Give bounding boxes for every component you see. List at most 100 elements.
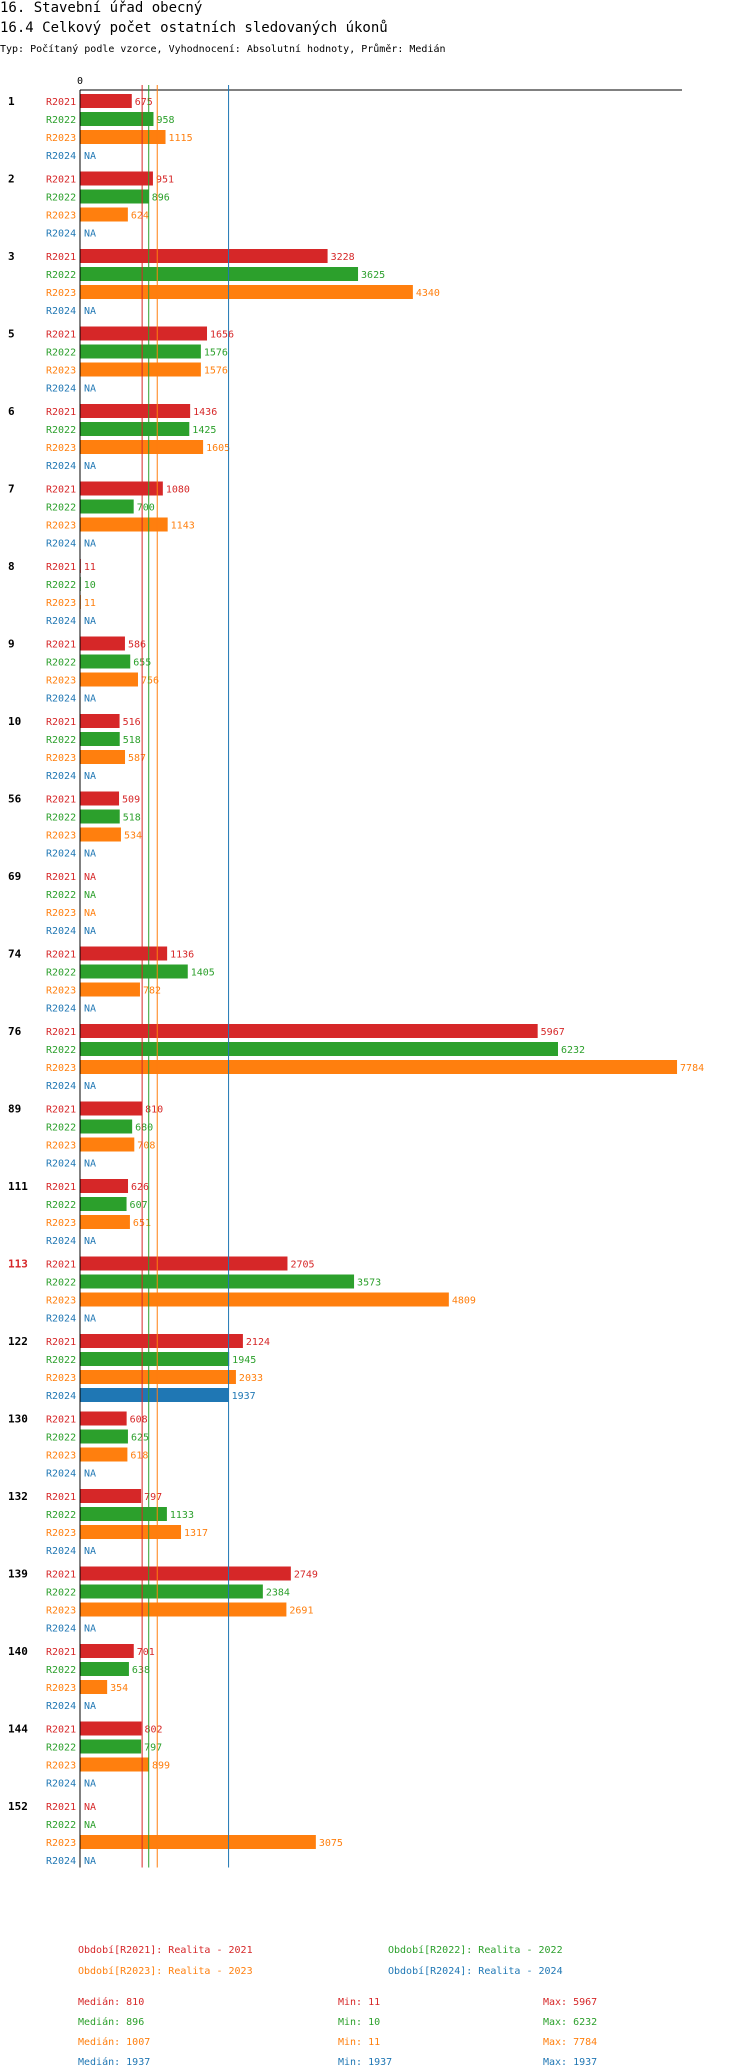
category-label-56: 56 xyxy=(8,793,22,806)
category-label-8: 8 xyxy=(8,560,15,573)
value-label-3-r2022: 3625 xyxy=(361,270,385,281)
bar-1-r2021 xyxy=(80,94,132,108)
series-label-122-r2023: R2023 xyxy=(46,1373,76,1384)
bar-76-r2023 xyxy=(80,1060,678,1074)
chart-meta: Typ: Počítaný podle vzorce, Vyhodnocení:… xyxy=(0,44,446,55)
value-label-130-r2023: 618 xyxy=(130,1451,148,1462)
value-label-56-r2021: 509 xyxy=(122,795,140,806)
series-label-139-r2024: R2024 xyxy=(46,1624,76,1635)
bar-2-r2022 xyxy=(80,189,149,204)
bar-132-r2021 xyxy=(80,1489,142,1503)
category-label-69: 69 xyxy=(8,870,21,883)
series-label-69-r2023: R2023 xyxy=(46,908,76,919)
value-label-8-r2022: 10 xyxy=(84,580,96,591)
value-label-89-r2021: 810 xyxy=(145,1105,163,1116)
series-label-1-r2023: R2023 xyxy=(46,133,76,144)
bar-113-r2021 xyxy=(80,1256,288,1271)
series-label-89-r2023: R2023 xyxy=(46,1141,76,1152)
value-label-139-r2023: 2691 xyxy=(289,1606,313,1617)
value-label-2-r2022: 896 xyxy=(152,193,170,204)
bar-89-r2022 xyxy=(80,1119,133,1134)
value-label-6-r2021: 1436 xyxy=(193,407,217,418)
series-label-111-r2023: R2023 xyxy=(46,1218,76,1229)
series-label-74-r2022: R2022 xyxy=(46,968,76,979)
value-label-na-152-r2022: NA xyxy=(84,1820,96,1831)
bar-9-r2023 xyxy=(80,672,138,687)
series-label-5-r2024: R2024 xyxy=(46,384,76,395)
value-label-na-89-r2024: NA xyxy=(84,1159,96,1170)
series-label-139-r2022: R2022 xyxy=(46,1588,76,1599)
value-label-6-r2022: 1425 xyxy=(192,425,216,436)
bar-132-r2023 xyxy=(80,1525,182,1539)
series-label-8-r2023: R2023 xyxy=(46,598,76,609)
value-label-111-r2021: 626 xyxy=(131,1182,149,1193)
bar-130-r2021 xyxy=(80,1411,127,1426)
bar-5-r2022 xyxy=(80,344,201,359)
legend-r2022: Období[R2022]: Realita - 2022 xyxy=(388,1945,563,1956)
value-label-76-r2022: 6232 xyxy=(561,1045,585,1056)
legend-r2021: Období[R2021]: Realita - 2021 xyxy=(78,1945,253,1956)
value-label-5-r2021: 1656 xyxy=(210,330,234,341)
category-label-122: 122 xyxy=(8,1335,28,1348)
bar-56-r2023 xyxy=(80,827,121,842)
bar-3-r2022 xyxy=(80,267,359,281)
series-label-144-r2023: R2023 xyxy=(46,1761,76,1772)
value-label-132-r2021: 797 xyxy=(144,1492,162,1503)
legend-r2023: Období[R2023]: Realita - 2023 xyxy=(78,1966,253,1977)
bar-56-r2022 xyxy=(80,809,120,824)
bar-140-r2023 xyxy=(80,1680,108,1694)
series-label-76-r2023: R2023 xyxy=(46,1063,76,1074)
value-label-122-r2024: 1937 xyxy=(232,1391,256,1402)
value-label-na-69-r2021: NA xyxy=(84,872,96,883)
value-label-10-r2023: 587 xyxy=(128,753,146,764)
stat-median-r2022: Medián: 896 xyxy=(78,2017,145,2028)
bar-130-r2022 xyxy=(80,1429,128,1444)
value-label-8-r2023: 11 xyxy=(84,598,96,609)
series-label-6-r2023: R2023 xyxy=(46,443,76,454)
value-label-na-144-r2024: NA xyxy=(84,1779,96,1790)
value-label-na-6-r2024: NA xyxy=(84,461,96,472)
series-label-56-r2023: R2023 xyxy=(46,831,76,842)
value-label-1-r2022: 958 xyxy=(156,115,174,126)
series-label-8-r2022: R2022 xyxy=(46,580,76,591)
bar-3-r2023 xyxy=(80,285,413,299)
series-label-3-r2021: R2021 xyxy=(46,252,76,263)
value-label-2-r2021: 951 xyxy=(156,175,174,186)
value-label-74-r2023: 782 xyxy=(143,986,161,997)
series-label-130-r2021: R2021 xyxy=(46,1415,76,1426)
series-label-69-r2022: R2022 xyxy=(46,890,76,901)
category-label-144: 144 xyxy=(8,1723,28,1736)
value-label-139-r2021: 2749 xyxy=(294,1570,318,1581)
bar-139-r2021 xyxy=(80,1566,291,1581)
category-label-10: 10 xyxy=(8,715,21,728)
series-label-144-r2024: R2024 xyxy=(46,1779,76,1790)
bar-130-r2023 xyxy=(80,1447,128,1462)
value-label-2-r2023: 624 xyxy=(131,211,149,222)
bar-122-r2022 xyxy=(80,1352,230,1366)
bar-7-r2022 xyxy=(80,499,134,514)
bar-122-r2023 xyxy=(80,1370,236,1384)
bar-89-r2023 xyxy=(80,1137,135,1152)
bar-10-r2021 xyxy=(80,714,120,728)
series-label-89-r2024: R2024 xyxy=(46,1159,76,1170)
series-label-56-r2024: R2024 xyxy=(46,849,76,860)
stat-median-r2023: Medián: 1007 xyxy=(78,2037,151,2048)
series-label-7-r2024: R2024 xyxy=(46,539,76,550)
value-label-132-r2022: 1133 xyxy=(170,1510,194,1521)
bar-6-r2023 xyxy=(80,440,204,454)
series-label-140-r2023: R2023 xyxy=(46,1683,76,1694)
series-label-139-r2021: R2021 xyxy=(46,1570,76,1581)
stat-max-r2023: Max: 7784 xyxy=(543,2037,598,2048)
category-label-7: 7 xyxy=(8,483,15,496)
bar-122-r2021 xyxy=(80,1334,243,1348)
value-label-140-r2023: 354 xyxy=(110,1683,128,1694)
series-label-6-r2021: R2021 xyxy=(46,407,76,418)
series-label-2-r2021: R2021 xyxy=(46,175,76,186)
category-label-1: 1 xyxy=(8,95,15,108)
value-label-3-r2021: 3228 xyxy=(331,252,355,263)
bar-132-r2022 xyxy=(80,1507,167,1521)
value-label-7-r2023: 1143 xyxy=(171,521,195,532)
value-label-113-r2021: 2705 xyxy=(290,1260,314,1271)
value-label-3-r2023: 4340 xyxy=(416,288,440,299)
series-label-10-r2023: R2023 xyxy=(46,753,76,764)
